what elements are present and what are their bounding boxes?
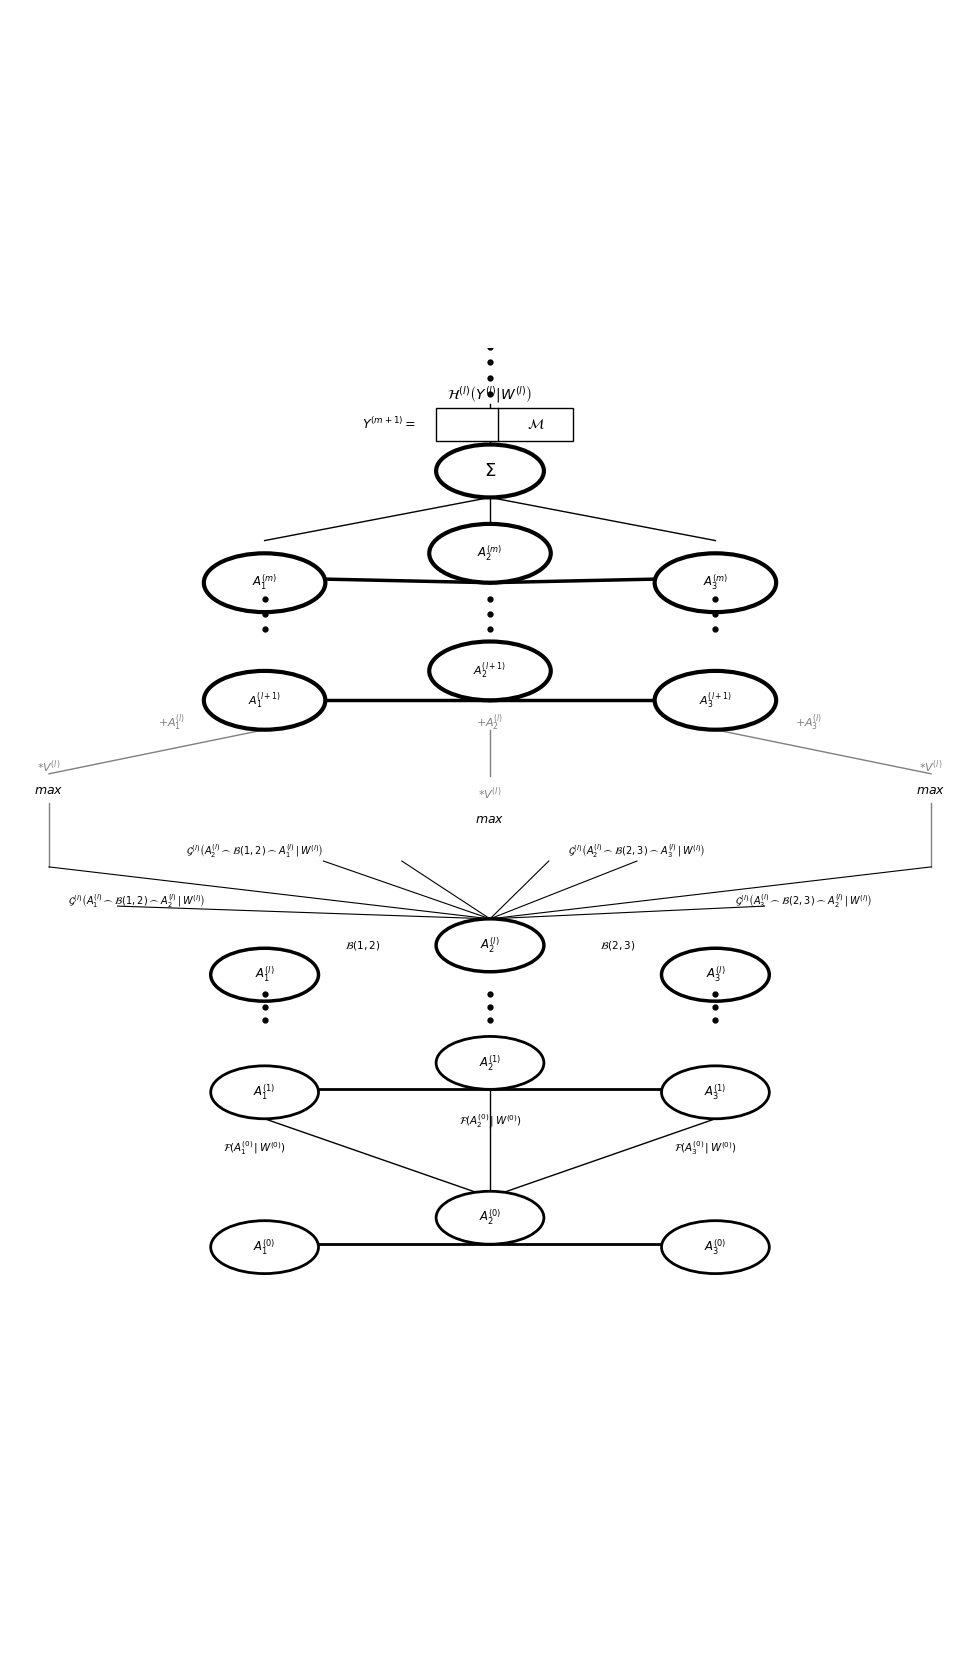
Ellipse shape: [429, 524, 551, 583]
Text: $\Sigma$: $\Sigma$: [484, 462, 496, 481]
Text: $A_2^{(l+1)}$: $A_2^{(l+1)}$: [473, 660, 507, 682]
Ellipse shape: [662, 1221, 769, 1273]
Ellipse shape: [655, 672, 776, 730]
Text: $A_3^{(l)}$: $A_3^{(l)}$: [706, 965, 725, 985]
Text: $max$: $max$: [475, 814, 505, 826]
Ellipse shape: [436, 444, 544, 497]
Text: $A_3^{(1)}$: $A_3^{(1)}$: [705, 1082, 726, 1102]
Text: $A_3^{(0)}$: $A_3^{(0)}$: [705, 1238, 726, 1256]
Text: $\mathcal{G}^{(l)}\left(A_1^{(l)}\frown\mathcal{B}(1,2)\frown A_2^{(l)}\,|\,W^{(: $\mathcal{G}^{(l)}\left(A_1^{(l)}\frown\…: [69, 893, 206, 910]
Text: $\mathcal{F}(A_2^{(0)}\,|\,W^{(0)})$: $\mathcal{F}(A_2^{(0)}\,|\,W^{(0)})$: [459, 1112, 521, 1129]
Text: $A_2^{(0)}$: $A_2^{(0)}$: [479, 1208, 501, 1228]
Text: $\mathcal{G}^{(l)}\left(A_2^{(l)}\frown\mathcal{B}(1,2)\frown A_1^{(l)}\,|\,W^{(: $\mathcal{G}^{(l)}\left(A_2^{(l)}\frown\…: [186, 843, 323, 861]
Text: $A_1^{(l+1)}$: $A_1^{(l+1)}$: [248, 690, 281, 710]
Text: $*V^{(l)}$: $*V^{(l)}$: [919, 759, 943, 776]
Ellipse shape: [211, 1065, 318, 1119]
Text: $A_2^{(m)}$: $A_2^{(m)}$: [477, 544, 503, 563]
Text: $A_2^{(l)}$: $A_2^{(l)}$: [480, 936, 500, 955]
Text: $max$: $max$: [916, 784, 946, 797]
Text: $Y^{(m+1)} = $: $Y^{(m+1)} = $: [363, 417, 416, 432]
Text: $max$: $max$: [34, 784, 64, 797]
Text: $\mathcal{G}^{(l)}\left(A_3^{(l)}\frown\mathcal{B}(2,3)\frown A_2^{(l)}\,|\,W^{(: $\mathcal{G}^{(l)}\left(A_3^{(l)}\frown\…: [735, 893, 872, 910]
Text: $A_3^{(l+1)}$: $A_3^{(l+1)}$: [699, 690, 732, 710]
Ellipse shape: [429, 642, 551, 700]
Text: $\mathcal{B}(1,2)$: $\mathcal{B}(1,2)$: [345, 938, 380, 951]
Text: $A_1^{(1)}$: $A_1^{(1)}$: [254, 1082, 275, 1102]
Ellipse shape: [204, 553, 325, 611]
Ellipse shape: [211, 1221, 318, 1273]
Text: $*V^{(l)}$: $*V^{(l)}$: [478, 786, 502, 802]
FancyBboxPatch shape: [436, 409, 573, 441]
Text: $\mathcal{G}^{(l)}\left(A_2^{(l)}\frown\mathcal{B}(2,3)\frown A_3^{(l)}\,|\,W^{(: $\mathcal{G}^{(l)}\left(A_2^{(l)}\frown\…: [568, 843, 706, 861]
Text: $+A_1^{(l)}$: $+A_1^{(l)}$: [158, 712, 185, 734]
Ellipse shape: [204, 672, 325, 730]
Text: $+A_2^{(l)}$: $+A_2^{(l)}$: [476, 712, 504, 734]
Text: $\mathcal{M}$: $\mathcal{M}$: [527, 417, 545, 432]
Text: $\mathcal{F}(A_3^{(0)}\,|\,W^{(0)})$: $\mathcal{F}(A_3^{(0)}\,|\,W^{(0)})$: [674, 1139, 737, 1157]
Text: $A_1^{(l)}$: $A_1^{(l)}$: [255, 965, 274, 985]
Text: $*V^{(l)}$: $*V^{(l)}$: [37, 759, 61, 776]
Text: $+A_3^{(l)}$: $+A_3^{(l)}$: [795, 712, 822, 734]
Ellipse shape: [655, 553, 776, 611]
Text: $A_3^{(m)}$: $A_3^{(m)}$: [703, 573, 728, 593]
Ellipse shape: [436, 1037, 544, 1089]
Ellipse shape: [436, 920, 544, 971]
Text: $\mathcal{B}(2,3)$: $\mathcal{B}(2,3)$: [600, 938, 635, 951]
Ellipse shape: [211, 948, 318, 1002]
Text: $A_1^{(0)}$: $A_1^{(0)}$: [254, 1238, 275, 1256]
Ellipse shape: [662, 1065, 769, 1119]
Ellipse shape: [662, 948, 769, 1002]
Text: $\mathcal{H}^{(l)}\left(Y^{(l)}|W^{(l)}\right)$: $\mathcal{H}^{(l)}\left(Y^{(l)}|W^{(l)}\…: [448, 384, 532, 405]
Text: $A_2^{(1)}$: $A_2^{(1)}$: [479, 1054, 501, 1072]
Text: $A_1^{(m)}$: $A_1^{(m)}$: [252, 573, 277, 593]
Ellipse shape: [436, 1191, 544, 1245]
Text: $\mathcal{F}(A_1^{(0)}\,|\,W^{(0)})$: $\mathcal{F}(A_1^{(0)}\,|\,W^{(0)})$: [223, 1139, 286, 1157]
